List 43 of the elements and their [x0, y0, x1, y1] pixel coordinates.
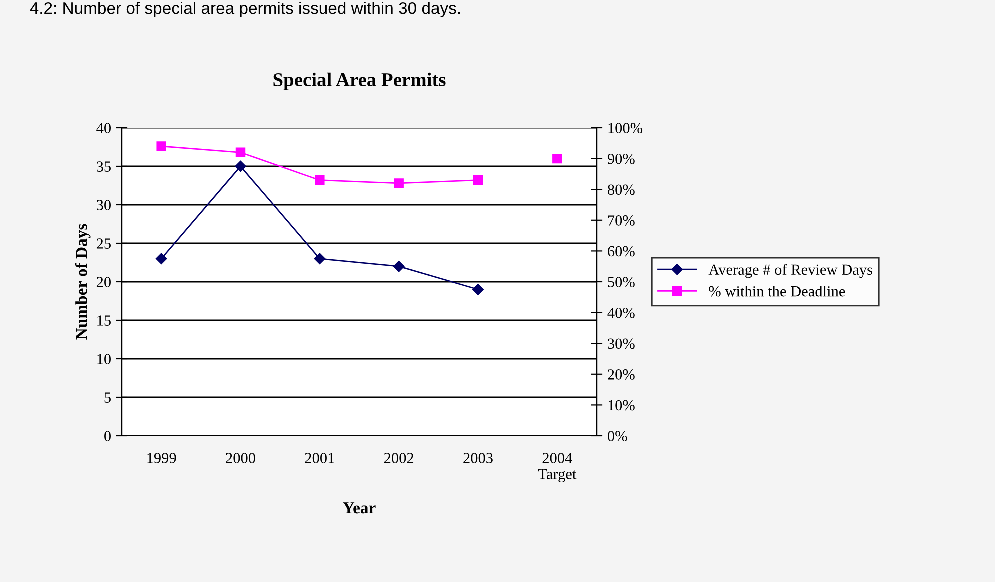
point [394, 178, 404, 188]
point [236, 148, 246, 158]
point [472, 284, 484, 296]
y2-tick-label: 100% [608, 123, 643, 134]
legend-label: Average # of Review Days [708, 264, 872, 278]
x-tick-label: 2004 Target [538, 453, 577, 483]
point [552, 154, 562, 164]
x-tick-label: 2001 [305, 453, 334, 464]
point [235, 160, 246, 172]
x-tick-label: 2000 [226, 453, 256, 464]
y-tick-label: 20 [96, 277, 111, 288]
point [473, 176, 484, 186]
y-tick-label: 30 [97, 200, 111, 210]
y2-tick-label: 30% [608, 338, 635, 350]
point [315, 176, 325, 186]
y-tick-label: 40 [96, 123, 111, 134]
y2-tick-label: 20% [608, 370, 635, 380]
y-tick-label: 10 [98, 354, 111, 364]
y2-tick-label: 80% [608, 184, 635, 196]
text: 4.2: Number of special area permits issued within 30 days. [30, 2, 460, 18]
x-tick-label: 1999 [148, 453, 176, 464]
chart-title: Special Area Permits [274, 72, 446, 90]
y2-tick-label: 10% [608, 400, 635, 411]
x-tick-label: 2003 [464, 453, 493, 464]
point [314, 253, 326, 265]
y-tick-label: 35 [97, 162, 111, 172]
y2-tick-label: 50% [608, 277, 635, 288]
y-tick-label: 0 [104, 431, 111, 442]
y-tick-label: 25 [96, 238, 111, 249]
x-tick-label: 2002 [384, 453, 414, 464]
point [393, 260, 405, 272]
y-tick-label: 15 [98, 316, 111, 326]
y2-tick-label: 90% [608, 154, 635, 164]
y2-tick-label: 0% [608, 431, 628, 442]
y-tick-label: 5 [104, 392, 111, 403]
y-axis-title: Number of Days [75, 224, 91, 340]
y2-tick-label: 40% [608, 308, 635, 318]
point [156, 142, 166, 152]
y2-tick-label: 60% [608, 246, 635, 257]
x-axis-title: Year [343, 502, 376, 514]
y2-tick-label: 70% [608, 216, 635, 226]
legend-label: % within the Deadline [709, 286, 846, 297]
point [156, 253, 168, 265]
